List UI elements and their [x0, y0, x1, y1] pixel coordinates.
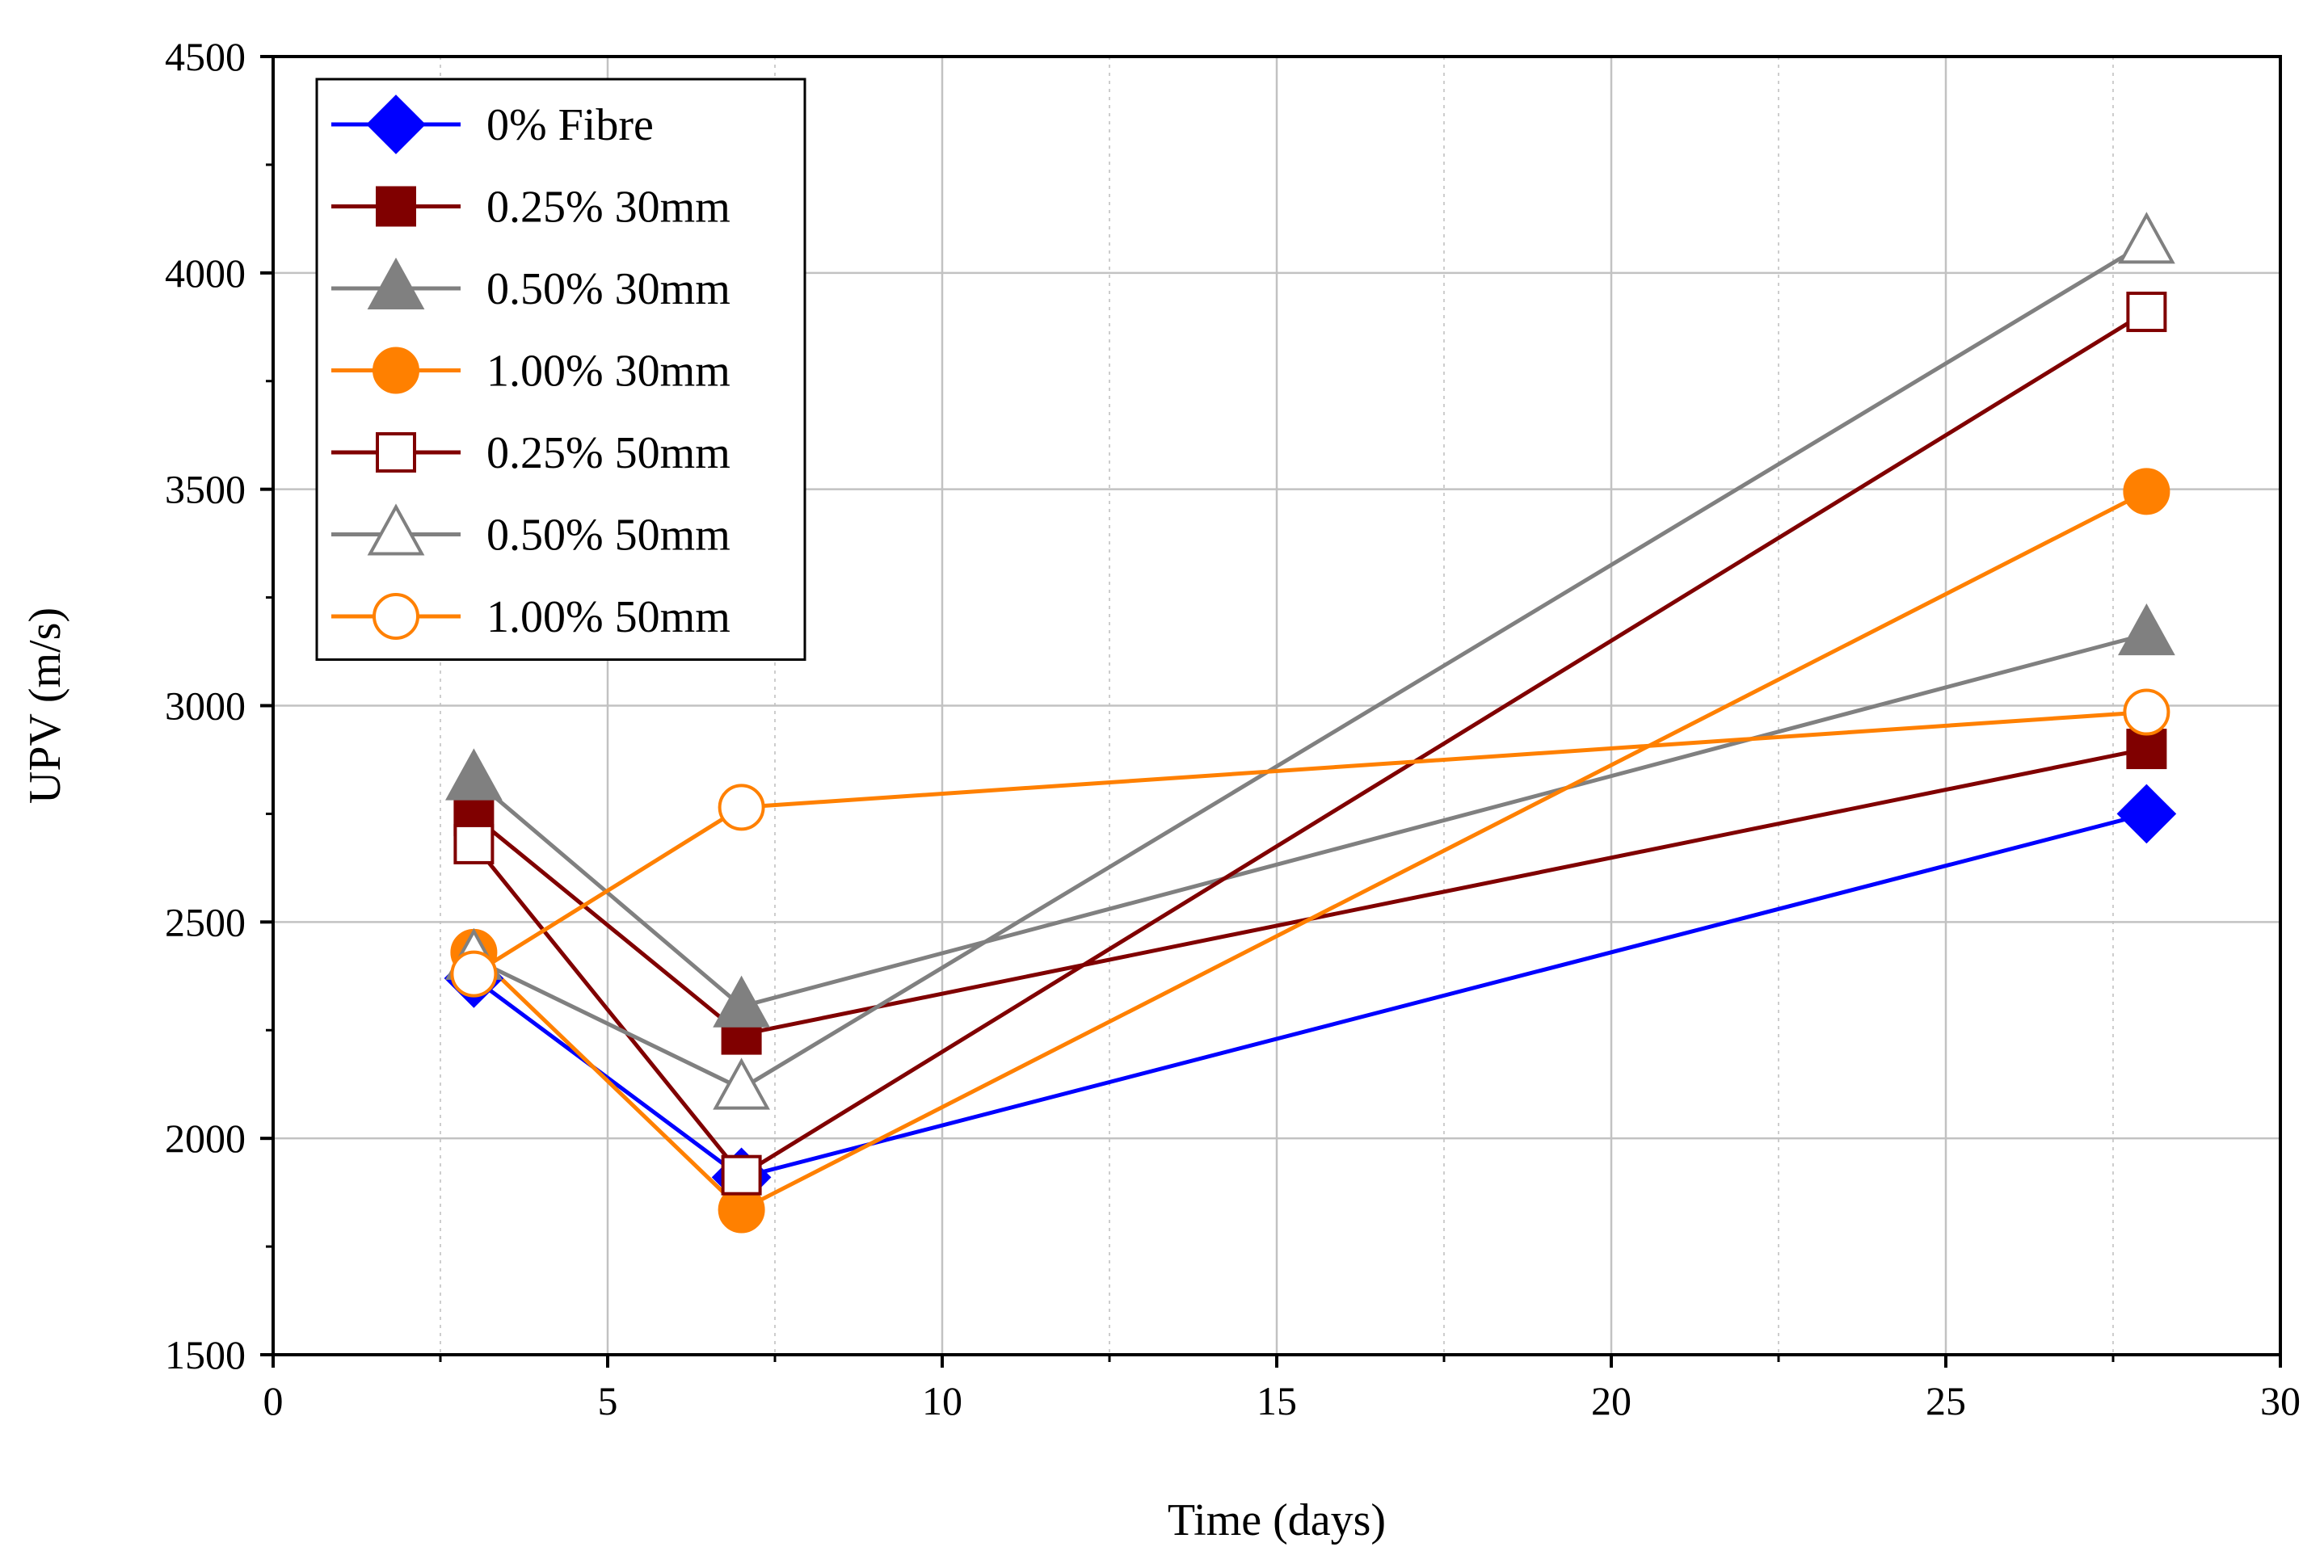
x-tick-label: 20: [1591, 1378, 1631, 1423]
axis-ticks: [260, 55, 2282, 1368]
legend-marker: [367, 257, 425, 309]
legend-label: 0.50% 50mm: [486, 511, 730, 561]
data-point-series-3: [445, 748, 503, 801]
y-axis-title: UPV (m/s): [20, 607, 70, 804]
legend-label: 0.25% 50mm: [486, 428, 730, 478]
series-markers: [444, 212, 2177, 1234]
x-tick-label: 15: [1257, 1378, 1297, 1423]
y-tick-label: 2500: [165, 899, 246, 944]
legend-marker: [376, 432, 416, 473]
data-point-series-7: [2123, 688, 2170, 736]
x-axis-title: Time (days): [1168, 1495, 1386, 1545]
x-tick-labels: 0 5 10 15 20 25 30: [263, 1378, 2301, 1423]
legend-label: 0% Fibre: [486, 100, 654, 150]
y-tick-label: 3500: [165, 467, 246, 512]
y-tick-labels: 1500 2000 2500 3000 3500 4000 4500: [165, 34, 246, 1377]
x-tick-label: 25: [1926, 1378, 1966, 1423]
data-point-series-6: [2118, 212, 2175, 264]
y-tick-label: 4500: [165, 34, 246, 79]
data-point-series-5: [453, 823, 495, 864]
data-point-series-3: [713, 975, 770, 1028]
data-point-series-7: [718, 784, 765, 831]
data-point-series-2: [2126, 729, 2167, 770]
legend-marker: [376, 186, 416, 227]
data-point-series-6: [713, 1057, 770, 1110]
x-tick-label: 5: [598, 1378, 618, 1423]
legend-label: 0.25% 30mm: [486, 183, 730, 233]
data-point-series-1: [2116, 784, 2177, 844]
y-tick-label: 2000: [165, 1116, 246, 1161]
data-point-series-4: [2123, 468, 2170, 515]
legend-label: 1.00% 30mm: [486, 347, 730, 397]
legend-label: 1.00% 50mm: [486, 592, 730, 642]
data-point-series-7: [450, 950, 498, 998]
x-tick-label: 0: [263, 1378, 284, 1423]
data-point-series-5: [2126, 292, 2167, 333]
y-tick-label: 4000: [165, 250, 246, 296]
legend-marker: [373, 593, 419, 640]
series-line-1: [472, 811, 2148, 1179]
x-tick-label: 30: [2260, 1378, 2301, 1423]
y-tick-label: 3000: [165, 683, 246, 729]
legend-marker: [366, 95, 426, 154]
data-point-series-3: [2118, 603, 2175, 656]
legend-marker: [367, 503, 425, 556]
data-point-series-5: [721, 1154, 762, 1196]
y-tick-label: 1500: [165, 1332, 246, 1377]
legend-marker: [373, 347, 419, 394]
legend-label: 0.50% 30mm: [486, 264, 730, 314]
legend: 0% Fibre 0.25% 30mm 0.50% 30mm 1.00% 30mm 0.…: [315, 78, 806, 661]
x-tick-label: 10: [922, 1378, 962, 1423]
series-line-7: [473, 710, 2147, 976]
